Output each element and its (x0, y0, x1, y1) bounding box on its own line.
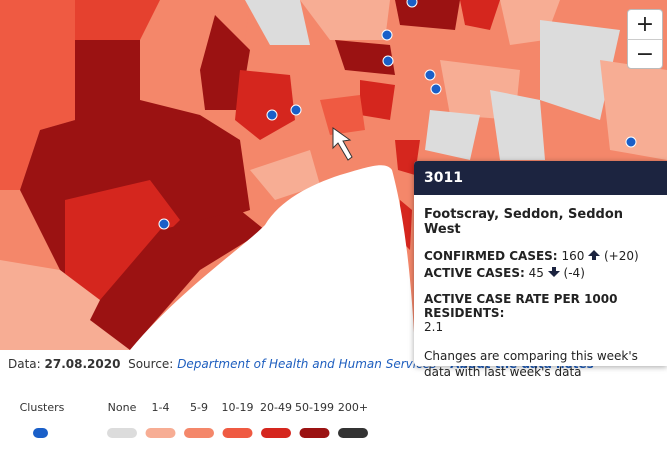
legend-label: 200+ (338, 401, 368, 414)
rate-block: ACTIVE CASE RATE PER 1000 RESIDENTS: 2.1 (424, 292, 657, 334)
tooltip-postcode: 3011 (414, 161, 667, 195)
active-label: ACTIVE CASES: (424, 266, 525, 280)
source-label: Source: (128, 357, 174, 371)
legend-swatch (222, 428, 253, 438)
legend: Clusters None 1-4 5-9 10-19 20-49 50-199 200+ (20, 401, 368, 438)
legend-label: 1-4 (152, 401, 170, 414)
rate-value: 2.1 (424, 320, 444, 334)
confirmed-change: (+20) (604, 249, 639, 263)
legend-label: 10-19 (222, 401, 254, 414)
clusters-swatch (33, 428, 48, 438)
tooltip-note: Changes are comparing this week's data w… (424, 349, 638, 380)
legend-swatch (338, 428, 368, 438)
confirmed-value: 160 (561, 249, 585, 263)
rate-label: ACTIVE CASE RATE PER 1000 RESIDENTS: (424, 292, 618, 320)
legend-swatch (261, 428, 291, 438)
legend-label: 50-199 (295, 401, 334, 414)
zoom-out[interactable]: − (635, 42, 655, 67)
legend-swatch (107, 428, 137, 438)
active-change: (-4) (563, 266, 585, 280)
confirmed-label: CONFIRMED CASES: (424, 249, 558, 263)
down-arrow (547, 267, 560, 277)
legend-label: 20-49 (260, 401, 292, 414)
tooltip: 3011 Footscray, Seddon, Seddon West CONF… (414, 161, 667, 379)
source-link[interactable]: Department of Health and Human Services (177, 357, 437, 371)
legend-swatch (184, 428, 214, 438)
clusters-label: Clusters (20, 401, 65, 414)
tooltip-suburbs: Footscray, Seddon, Seddon West (424, 207, 624, 237)
date: 27.08.2020 (44, 357, 121, 371)
zoom-in[interactable]: + (628, 10, 662, 40)
legend-label: None (108, 401, 137, 414)
zoom-control: + − (627, 9, 663, 69)
legend-swatch (299, 428, 330, 438)
confirmed-row: CONFIRMED CASES: 160 (+20) (424, 249, 657, 263)
date-label: Data: (8, 357, 41, 371)
legend-swatch (145, 428, 176, 438)
up-arrow (588, 250, 601, 260)
active-row: ACTIVE CASES: 45 (-4) (424, 266, 657, 280)
active-value: 45 (528, 266, 544, 280)
legend-label: 5-9 (190, 401, 208, 414)
